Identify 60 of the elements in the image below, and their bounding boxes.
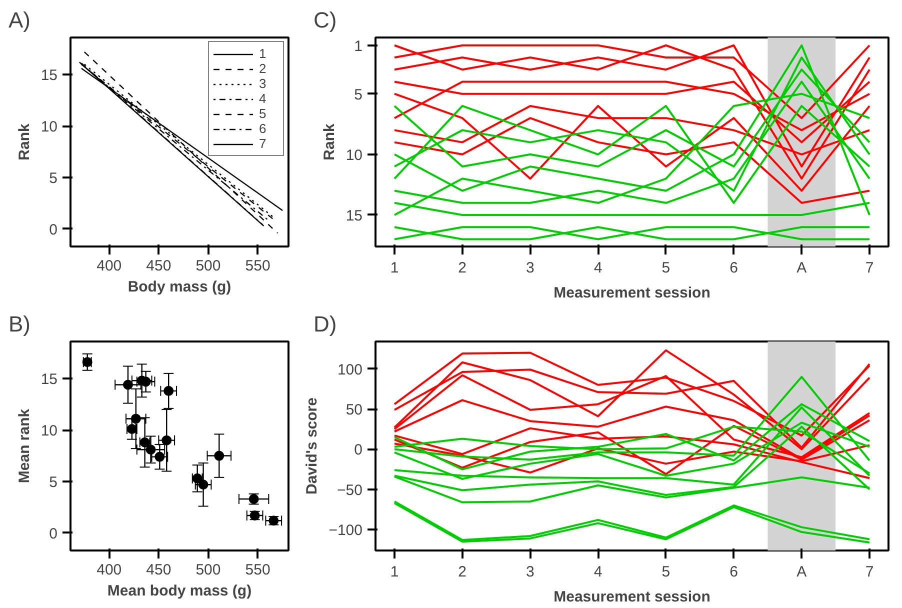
x-tick-label: 450 [146, 562, 172, 578]
x-tick-label: 7 [865, 260, 874, 276]
x-tick-label: A [796, 260, 807, 276]
x-axis-title: Mean body mass (g) [107, 582, 252, 600]
y-tick-label: 1 [354, 38, 362, 55]
legend-label: 4 [259, 91, 268, 106]
x-tick-label: 3 [526, 260, 534, 276]
legend-label: 3 [259, 76, 268, 91]
x-tick-label: 1 [390, 260, 399, 276]
y-axis-title: David's score [304, 398, 321, 494]
y-tick-label: 5 [354, 86, 362, 104]
x-tick-label: A [796, 564, 807, 580]
y-tick-label: 15 [40, 371, 58, 388]
y-tick-label: 0 [49, 526, 58, 542]
legend-label: 5 [259, 106, 268, 121]
x-tick-label: 2 [458, 260, 467, 276]
x-tick-label: 550 [245, 562, 270, 578]
x-tick-label: 550 [245, 258, 270, 274]
y-tick-label: 50 [346, 402, 363, 419]
y-tick-label: −50 [337, 482, 363, 499]
x-tick-label: 4 [594, 260, 602, 276]
legend-label: 1 [259, 46, 268, 61]
x-axis-title: Measurement session [554, 588, 710, 606]
x-axis-title: Measurement session [554, 284, 710, 302]
x-tick-label: 500 [196, 258, 221, 274]
x-tick-label: 6 [730, 260, 738, 276]
y-tick-label: 10 [346, 146, 363, 164]
x-axis-title: Body mass (g) [128, 278, 232, 296]
y-tick-label: 0 [49, 222, 58, 238]
chart-title: A) [8, 8, 30, 32]
x-tick-label: 1 [390, 564, 399, 580]
x-tick-label: 500 [196, 562, 221, 578]
y-tick-label: −100 [328, 522, 363, 540]
x-tick-label: 6 [730, 564, 738, 580]
y-tick-label: 5 [49, 474, 58, 492]
y-tick-label: 15 [40, 67, 58, 84]
y-axis-title: Rank [16, 123, 33, 160]
y-tick-label: 0 [354, 442, 362, 459]
y-axis-title: Rank [320, 123, 338, 160]
x-tick-label: 450 [146, 258, 172, 274]
x-tick-label: 7 [865, 564, 874, 580]
x-tick-label: 3 [526, 564, 534, 580]
chart-title: D) [314, 312, 337, 336]
y-tick-label: 15 [346, 208, 363, 224]
chart-title: B) [8, 312, 30, 336]
y-tick-label: 10 [40, 422, 58, 440]
legend-label: 6 [259, 121, 268, 136]
legend-label: 7 [259, 136, 268, 151]
x-tick-label: 400 [96, 562, 122, 578]
x-tick-label: 4 [594, 564, 602, 580]
x-tick-label: 400 [96, 258, 122, 274]
y-tick-label: 10 [40, 118, 58, 136]
y-tick-label: 100 [337, 361, 363, 378]
y-tick-label: 5 [49, 170, 58, 188]
x-tick-label: 5 [662, 260, 670, 276]
x-tick-label: 2 [458, 564, 467, 580]
chart-title: C) [314, 8, 337, 32]
legend-label: 2 [259, 61, 268, 76]
x-tick-label: 5 [662, 564, 670, 580]
y-axis-title: Mean rank [16, 408, 33, 484]
